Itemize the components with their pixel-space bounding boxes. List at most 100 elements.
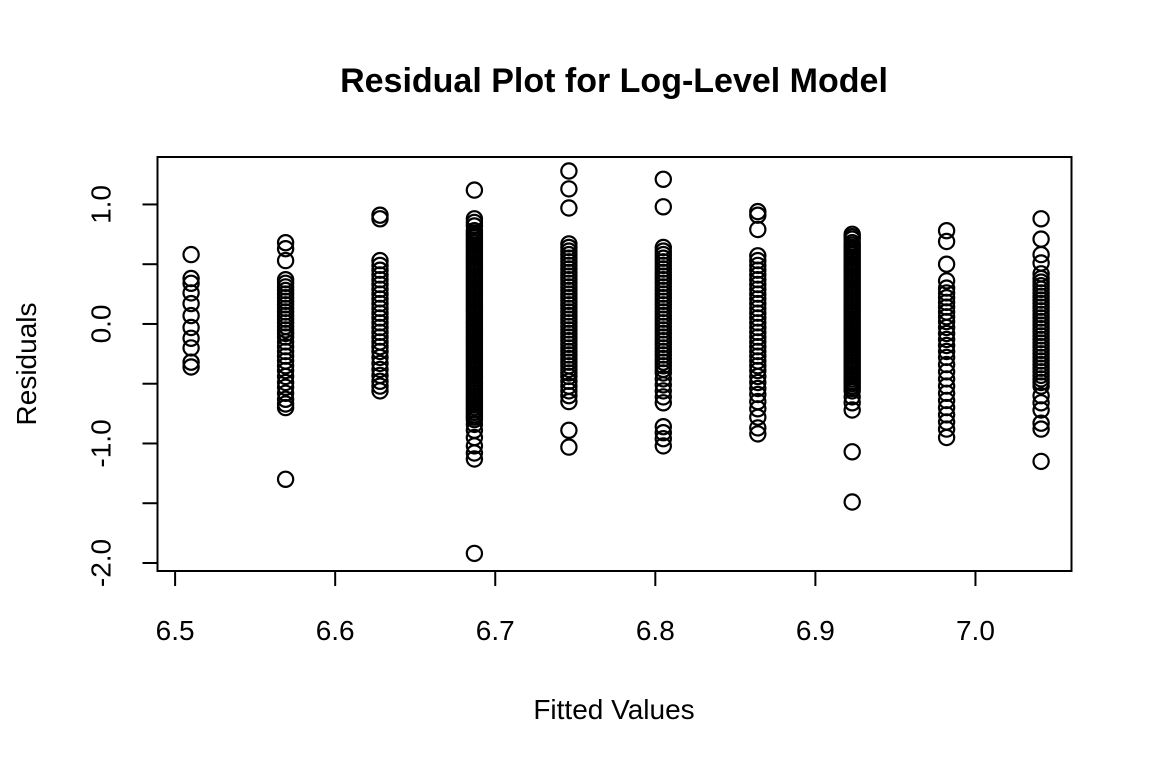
data-point bbox=[276, 378, 295, 396]
data-point bbox=[371, 360, 389, 379]
data-point bbox=[937, 318, 956, 337]
data-point bbox=[937, 420, 956, 438]
data-point bbox=[749, 220, 767, 239]
data-point bbox=[749, 373, 767, 392]
y-axis-tick-labels: 1.0 0.0 -1.0 -2.0 bbox=[86, 185, 117, 587]
data-point bbox=[749, 379, 767, 398]
x-tick-label: 7.0 bbox=[956, 615, 995, 646]
data-point bbox=[1032, 210, 1050, 228]
data-point bbox=[1032, 414, 1050, 432]
data-point bbox=[276, 361, 295, 380]
data-point bbox=[1032, 452, 1050, 471]
data-point bbox=[937, 312, 956, 331]
data-point bbox=[182, 274, 200, 292]
data-point bbox=[182, 284, 200, 302]
data-point bbox=[465, 450, 484, 468]
data-point bbox=[371, 210, 389, 228]
data-point bbox=[937, 428, 956, 447]
data-point bbox=[654, 370, 673, 388]
data-point bbox=[560, 392, 578, 411]
y-tick-label: -1.0 bbox=[86, 419, 117, 467]
data-point bbox=[1032, 394, 1050, 412]
data-point bbox=[1032, 420, 1050, 438]
data-point bbox=[1032, 245, 1050, 264]
y-tick-label: 1.0 bbox=[86, 185, 117, 224]
data-point bbox=[654, 418, 673, 436]
data-point bbox=[937, 272, 956, 290]
data-point bbox=[843, 382, 861, 400]
data-point bbox=[654, 170, 673, 188]
data-point bbox=[182, 245, 200, 264]
data-point bbox=[937, 324, 956, 343]
data-point bbox=[654, 376, 673, 394]
data-point bbox=[654, 382, 673, 400]
data-point bbox=[843, 493, 861, 511]
data-point bbox=[749, 367, 767, 386]
data-point bbox=[371, 348, 389, 367]
data-point bbox=[1032, 377, 1050, 395]
data-point bbox=[182, 358, 200, 376]
data-point bbox=[276, 251, 295, 270]
data-point bbox=[465, 437, 484, 455]
data-point bbox=[371, 382, 389, 400]
data-point bbox=[465, 544, 484, 563]
data-point bbox=[276, 233, 295, 252]
data-point bbox=[371, 338, 389, 356]
data-point bbox=[937, 336, 956, 355]
plot-area-border bbox=[156, 156, 1073, 572]
data-point bbox=[937, 342, 956, 361]
data-point bbox=[749, 419, 767, 437]
data-point bbox=[654, 437, 673, 455]
data-point bbox=[182, 318, 200, 337]
x-tick-label: 6.7 bbox=[476, 615, 515, 646]
data-point bbox=[371, 354, 389, 373]
data-point bbox=[937, 221, 956, 240]
data-point bbox=[749, 357, 767, 375]
data-point bbox=[937, 255, 956, 273]
data-point bbox=[560, 382, 578, 400]
data-point bbox=[560, 387, 578, 405]
data-point bbox=[276, 239, 295, 258]
data-point bbox=[182, 294, 200, 313]
data-point bbox=[937, 308, 956, 326]
data-point bbox=[843, 388, 861, 406]
x-tick-label: 6.6 bbox=[316, 615, 355, 646]
data-point bbox=[843, 443, 861, 461]
data-point bbox=[937, 330, 956, 349]
data-point bbox=[560, 162, 578, 180]
y-tick-label: -2.0 bbox=[86, 539, 117, 587]
y-axis-ticks bbox=[142, 203, 158, 564]
chart-title: Residual Plot for Log-Level Model bbox=[340, 62, 888, 100]
data-point bbox=[276, 357, 295, 375]
data-point bbox=[654, 424, 673, 442]
data-point bbox=[465, 410, 484, 429]
data-point bbox=[654, 198, 673, 216]
data-point bbox=[560, 438, 578, 456]
data-point bbox=[371, 372, 389, 390]
x-tick-label: 6.9 bbox=[796, 615, 835, 646]
data-point bbox=[276, 398, 295, 417]
data-point bbox=[654, 364, 673, 382]
data-point bbox=[371, 377, 389, 395]
data-point bbox=[465, 415, 484, 434]
scatter-points bbox=[182, 162, 1050, 563]
data-point bbox=[182, 306, 200, 325]
data-point bbox=[749, 408, 767, 426]
x-axis-label: Fitted Values bbox=[533, 694, 694, 725]
data-point bbox=[560, 180, 578, 198]
x-tick-label: 6.5 bbox=[156, 615, 195, 646]
x-tick-label: 6.8 bbox=[636, 615, 675, 646]
y-tick-label: 0.0 bbox=[86, 304, 117, 343]
data-point bbox=[465, 181, 484, 199]
data-point bbox=[276, 390, 295, 408]
data-point bbox=[937, 232, 956, 251]
data-point bbox=[654, 430, 673, 448]
data-point bbox=[465, 444, 484, 462]
data-point bbox=[749, 361, 767, 380]
data-point bbox=[182, 353, 200, 371]
data-point bbox=[749, 400, 767, 418]
x-axis-ticks bbox=[174, 571, 977, 586]
data-point bbox=[276, 470, 295, 488]
